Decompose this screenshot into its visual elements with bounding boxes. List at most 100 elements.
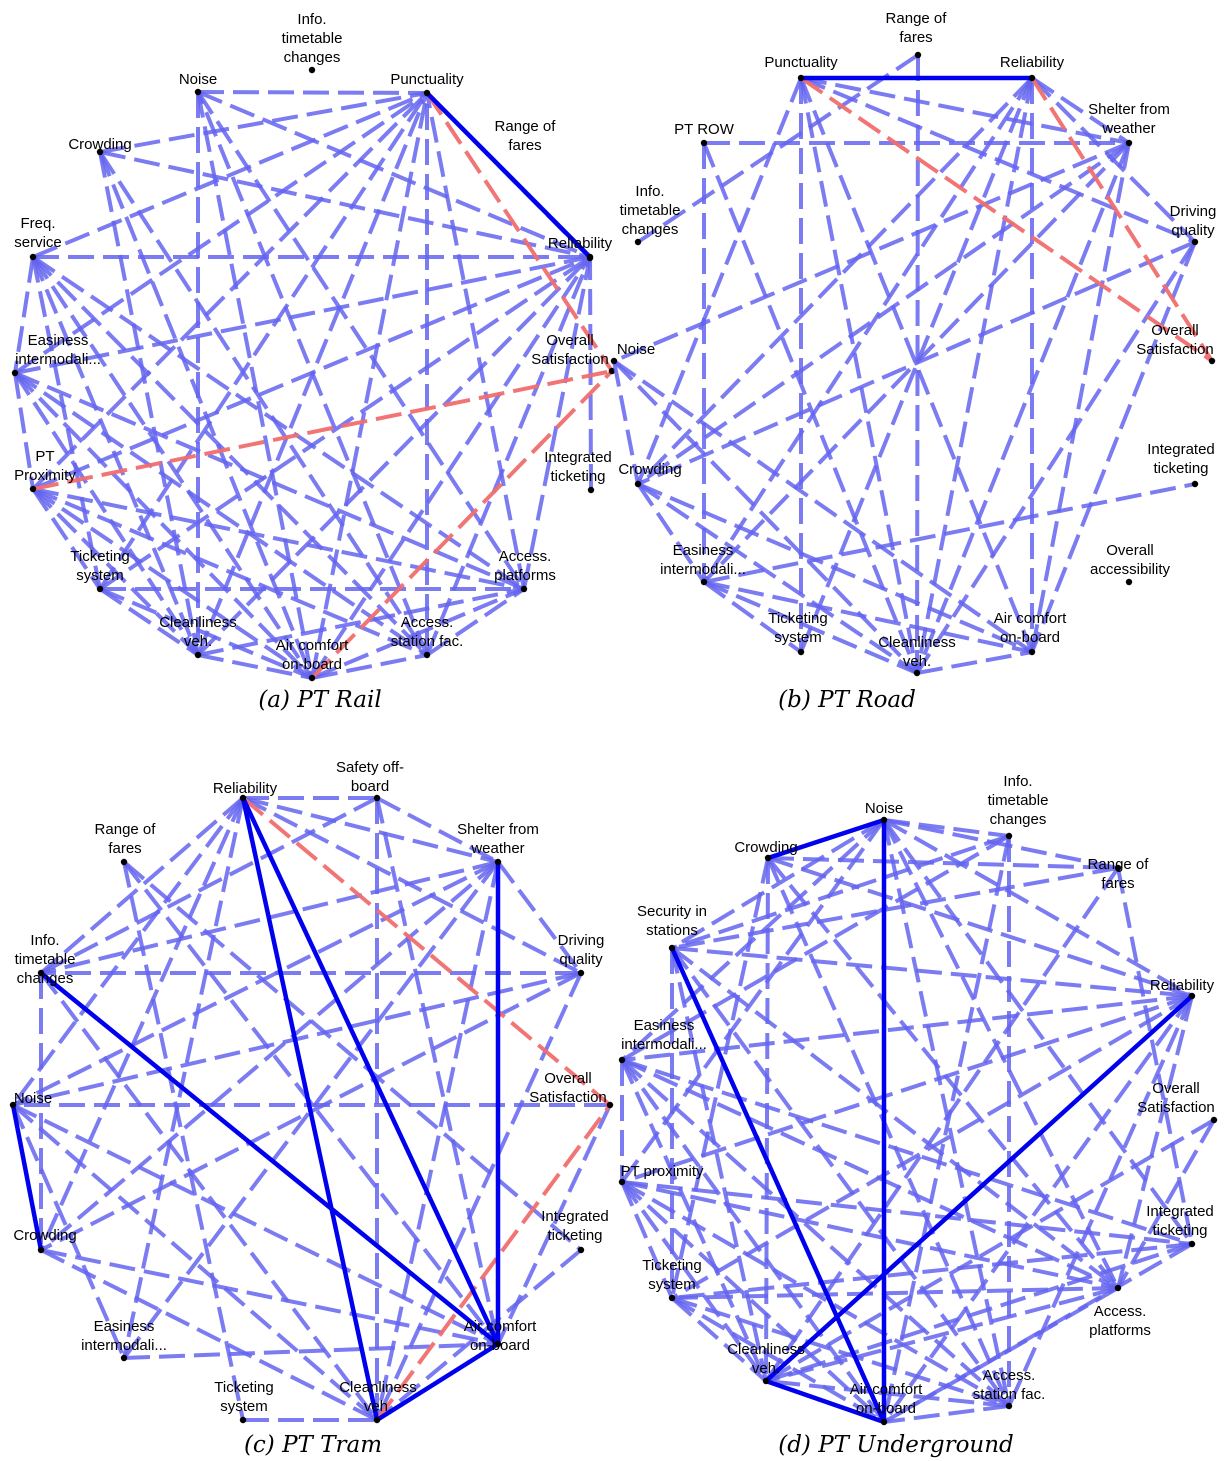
node-label-rel: Reliability [213, 780, 278, 797]
edge-prox-platf [32, 487, 525, 591]
node-label-range: Range of fares [886, 10, 948, 46]
node-label-range: Range of fares [495, 118, 557, 154]
edge-noise-rel [197, 90, 591, 259]
node-dot-crowd [634, 480, 642, 488]
node-label-eas: Easiness intermodali... [621, 1017, 707, 1053]
node-dot-freq [29, 253, 37, 261]
edge-overall-platf [1116, 1119, 1216, 1289]
edge-crowd-eas [636, 482, 706, 584]
node-label-noise: Noise [865, 800, 903, 817]
panel-pt-tram: Reliability Safety off-board Range of fares… [9, 759, 614, 1458]
edge-rel-driving [242, 796, 582, 975]
node-label-integ: Integrated ticketing [1146, 1203, 1214, 1239]
node-dot-range [120, 858, 128, 866]
node-dot-sec [668, 944, 676, 952]
edge-crowd-range [767, 856, 1119, 870]
node-dot-prox [618, 1178, 626, 1186]
node-dot-noise [610, 357, 618, 365]
node-dot-punct [423, 89, 431, 97]
node-label-integ: Integrated ticketing [1147, 441, 1215, 477]
edge-noise-integ [882, 818, 1194, 1246]
node-label-clean: Cleanliness veh. [339, 1379, 417, 1415]
edge-shelter-clean [375, 861, 500, 1421]
edge-tick-rel [799, 77, 1034, 653]
node-label-air: Air comfort on-board [276, 637, 349, 673]
node-label-range: Range of fares [1088, 856, 1150, 892]
edge-noise-punct [197, 90, 428, 95]
node-dot-clean [913, 669, 921, 677]
node-dot-noise [9, 1101, 17, 1109]
node-dot-clean [373, 1416, 381, 1424]
node-label-overall: Overall Satisfaction [1136, 322, 1214, 358]
edge-noise-range [883, 818, 1119, 870]
edge-crowd-clean [636, 482, 919, 675]
node-label-range: Range of fares [95, 821, 157, 857]
edge-negative-prox-overall [32, 369, 613, 491]
node-label-overall: Overall Satisfaction [529, 1070, 607, 1106]
node-label-crowd: Crowding [734, 839, 797, 856]
edge-strong-rel-clean [240, 797, 380, 1421]
node-label-clean: Cleanliness veh. [878, 634, 956, 670]
node-dot-prox [29, 485, 37, 493]
edge-safety-shelter [376, 796, 499, 864]
edge-shelter-clean [915, 142, 1131, 674]
edge-safety-air [375, 797, 500, 1345]
edge-noise-crowd [612, 360, 640, 485]
node-dot-range [1114, 864, 1122, 872]
node-label-air: Air comfort on-board [850, 1381, 923, 1417]
edge-freq-tick [31, 256, 102, 590]
edge-freq-stat [31, 255, 429, 657]
node-dot-shelter [1125, 139, 1133, 147]
edge-rel-eas [122, 797, 245, 1359]
edge-integ-clean [375, 1248, 583, 1422]
edge-noise-platf [196, 90, 526, 591]
edge-eas-air [13, 371, 314, 680]
edge-strong-rel-clean [764, 994, 1194, 1383]
edge-rel-stat [1007, 995, 1194, 1407]
caption-road: (b) PT Road [778, 687, 916, 713]
edge-range-integ [122, 860, 583, 1252]
node-dot-tick [239, 1416, 247, 1424]
node-label-punct: Punctuality [764, 54, 838, 71]
edge-prox-clean [620, 1180, 768, 1383]
edge-negative-rel-overall [241, 796, 612, 1107]
node-dot-integ [587, 486, 595, 494]
node-dot-tick [797, 648, 805, 656]
edge-eas-air [703, 580, 1033, 654]
edge-rel-air [882, 994, 1194, 1424]
node-dot-rel [239, 794, 247, 802]
edge-platf-clean [765, 1286, 1119, 1383]
node-dot-clean [762, 1377, 770, 1385]
edge-eas-clean [703, 580, 918, 675]
node-label-air: Air comfort on-board [464, 1318, 537, 1354]
edge-strong-clean-air [375, 1342, 500, 1422]
nodes-underground: Noise Info. timetable changes Crowding Range … [618, 773, 1218, 1426]
edge-driving-clean [915, 240, 1197, 675]
node-label-eas: Easiness intermodali... [15, 332, 101, 368]
node-label-platf: Access. platforms [1089, 1303, 1151, 1339]
edge-tick-clean [98, 587, 200, 657]
node-label-overall: Overall Satisfaction [531, 332, 609, 368]
node-label-driving: Driving quality [1170, 203, 1217, 239]
edge-negative-clean-overall [375, 1103, 612, 1422]
edge-eas-stat [620, 1058, 1011, 1408]
node-dot-overall [1208, 357, 1216, 365]
node-label-platf: Access. platforms [494, 548, 556, 584]
node-label-eas: Easiness intermodali... [81, 1318, 167, 1354]
edge-stat-rel [425, 256, 592, 656]
node-dot-integ [1188, 1240, 1196, 1248]
node-dot-tick [668, 1294, 676, 1302]
node-label-sec: Security in stations [637, 903, 707, 939]
node-dot-integ [1191, 480, 1199, 488]
edge-tick-platf [671, 1286, 1119, 1300]
edge-crowd-tick [670, 857, 770, 1299]
node-dot-rel [1028, 74, 1036, 82]
edge-clean-air [197, 653, 313, 680]
node-label-crowd: Crowding [618, 461, 681, 478]
node-label-prox: PT proximity [620, 1163, 704, 1180]
node-dot-driving [577, 969, 585, 977]
edge-tick-air [670, 1296, 886, 1424]
node-label-info: Info. timetable changes [282, 11, 343, 66]
edge-prox-air [620, 1180, 886, 1424]
edge-eas-integ [621, 1058, 1193, 1246]
